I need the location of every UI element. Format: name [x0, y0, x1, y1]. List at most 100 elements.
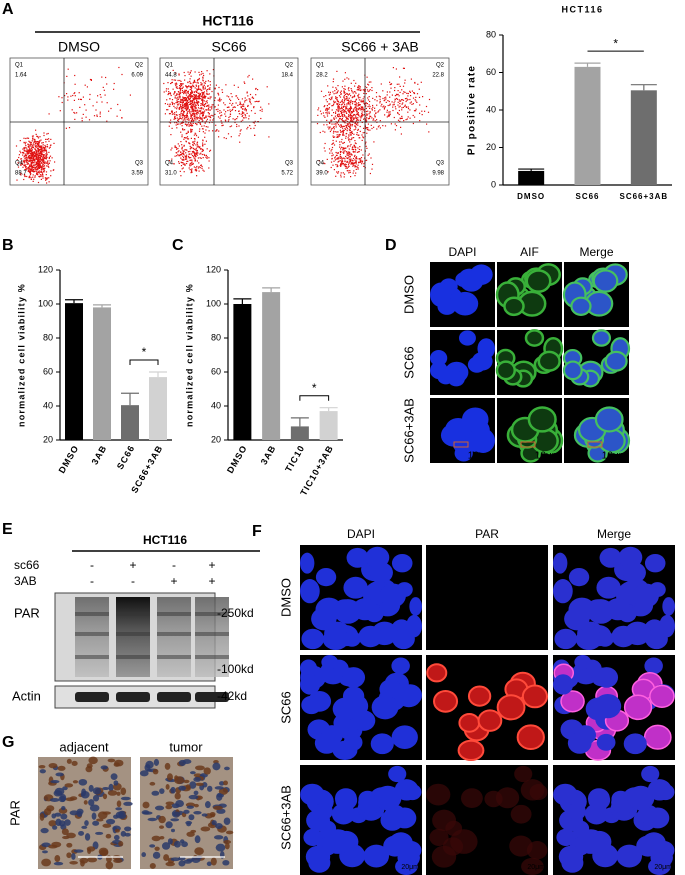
flow-dot [219, 99, 220, 100]
flow-dot [241, 114, 242, 115]
flow-dot [336, 171, 337, 172]
quadrant-name: Q3 [285, 161, 294, 167]
flow-dot [352, 91, 353, 92]
flow-dot [346, 96, 347, 97]
flow-dot [248, 118, 249, 119]
flow-dot [231, 105, 232, 106]
flow-dot [182, 90, 183, 91]
flow-dot [188, 157, 189, 158]
flow-dot [168, 88, 169, 89]
ihc-cell [93, 787, 101, 794]
flow-dot [394, 90, 395, 91]
flow-dot [183, 164, 184, 165]
flow-dot [355, 173, 356, 174]
flow-dot [348, 111, 349, 112]
flow-dot [52, 157, 53, 158]
flow-dot [406, 101, 407, 102]
cell [434, 691, 457, 712]
flow-dot [180, 132, 181, 133]
flow-dot [218, 136, 219, 137]
flow-dot [196, 92, 197, 93]
flow-dot [367, 111, 368, 112]
ihc-cell [185, 821, 192, 825]
flow-dot [397, 105, 398, 106]
panel-label: F [252, 523, 262, 540]
ihc-cell [178, 786, 186, 791]
panel-label: D [385, 237, 397, 254]
flow-dot [406, 100, 407, 101]
flow-dot [341, 112, 342, 113]
flow-dot [329, 148, 330, 149]
flow-dot [249, 98, 250, 99]
flow-dot [32, 154, 33, 155]
error-bar [93, 305, 111, 308]
ihc-cell [67, 759, 72, 764]
flow-dot [353, 137, 354, 138]
flow-dot [193, 82, 194, 83]
flow-dot [196, 96, 197, 97]
quadrant-percent: 5.72 [281, 171, 293, 177]
flow-dot [202, 149, 203, 150]
flow-dot [389, 101, 390, 102]
flow-dot [325, 110, 326, 111]
bar [65, 303, 83, 440]
flow-dot [362, 107, 363, 108]
flow-dot [331, 162, 332, 163]
flow-dot [221, 123, 222, 124]
flow-dot [394, 117, 395, 118]
flow-dot [400, 92, 401, 93]
flow-dot [169, 104, 170, 105]
flow-dot [362, 111, 363, 112]
flow-dot [342, 116, 343, 117]
flow-dot [360, 104, 361, 105]
flow-dot [223, 109, 224, 110]
flow-dot [196, 150, 197, 151]
flow-dot [195, 134, 196, 135]
quadrant-name: Q2 [285, 63, 294, 69]
flow-dot [342, 81, 343, 82]
flow-dot [401, 133, 402, 134]
flow-dot [408, 93, 409, 94]
quadrant-percent: 22.8 [432, 73, 444, 79]
ihc-cell [106, 861, 114, 869]
flow-dot [348, 87, 349, 88]
flow-dot [200, 113, 201, 114]
flow-dot [190, 169, 191, 170]
flow-dot [229, 109, 230, 110]
cell [564, 362, 582, 380]
size-marker: -42kd [217, 689, 247, 703]
flow-dot [350, 95, 351, 96]
ihc-cell [41, 859, 51, 867]
flow-dot [341, 108, 342, 109]
flow-dot [239, 142, 240, 143]
flow-dot [201, 168, 202, 169]
flow-dot [223, 102, 224, 103]
flow-dot [357, 111, 358, 112]
flow-dot [218, 100, 219, 101]
flow-dot [182, 125, 183, 126]
flow-dot [41, 167, 42, 168]
cell [645, 554, 666, 572]
flow-dot [206, 91, 207, 92]
flow-dot [89, 119, 90, 120]
ihc-cell [84, 800, 88, 805]
flow-dot [241, 106, 242, 107]
flow-dot [343, 135, 344, 136]
quadrant-percent: 3.59 [131, 171, 143, 177]
flow-dot [170, 93, 171, 94]
flow-dot [217, 109, 218, 110]
flow-dot [350, 110, 351, 111]
cell [319, 821, 336, 836]
flow-dot [171, 159, 172, 160]
flow-dot [338, 114, 339, 115]
quadrant-name: Q4 [15, 161, 24, 167]
chart-title: HCT116 [561, 4, 603, 14]
flow-dot [203, 87, 204, 88]
y-tick-label: 60 [486, 67, 496, 77]
flow-dot [199, 131, 200, 132]
flow-dot [345, 165, 346, 166]
flow-dot [182, 160, 183, 161]
cell [460, 270, 484, 291]
flow-dot [188, 93, 189, 94]
flow-dot [353, 151, 354, 152]
